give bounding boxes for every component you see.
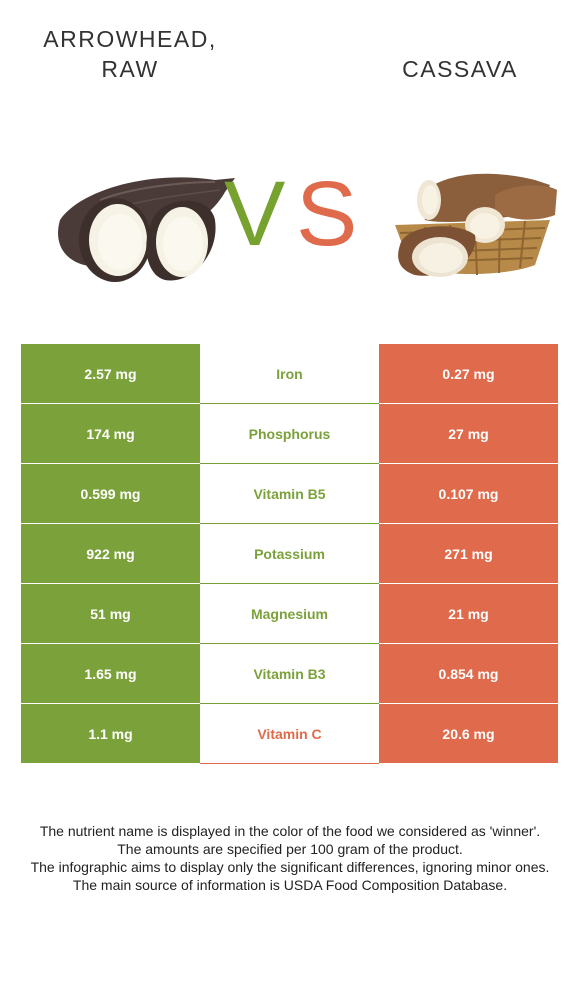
left-value-cell: 922 mg (21, 524, 200, 584)
nutrient-row: 1.1 mg Vitamin C 20.6 mg (21, 704, 558, 764)
nutrient-row: 0.599 mg Vitamin B5 0.107 mg (21, 464, 558, 524)
right-value-cell: 0.27 mg (379, 344, 558, 404)
footnote-amounts: The amounts are specified per 100 gram o… (117, 841, 463, 857)
footnote-source: The main source of information is USDA F… (72, 877, 508, 893)
nutrient-comparison-table: 2.57 mg Iron 0.27 mg 174 mg Phosphorus 27 mg 0… (21, 344, 558, 764)
nutrient-name-cell: Vitamin B3 (200, 644, 379, 704)
right-food-title: CASSAVA (402, 56, 518, 82)
right-value-cell: 0.854 mg (379, 644, 558, 704)
right-value-cell: 0.107 mg (379, 464, 558, 524)
left-value-cell: 1.65 mg (21, 644, 200, 704)
left-value-cell: 1.1 mg (21, 704, 200, 764)
nutrient-name-cell: Vitamin B5 (200, 464, 379, 524)
nutrient-row: 922 mg Potassium 271 mg (21, 524, 558, 584)
right-value-cell: 21 mg (379, 584, 558, 644)
left-value-cell: 2.57 mg (21, 344, 200, 404)
nutrient-name-cell: Magnesium (200, 584, 379, 644)
cassava-basket-image (395, 173, 557, 277)
right-value-cell: 27 mg (379, 404, 558, 464)
nutrient-row: 1.65 mg Vitamin B3 0.854 mg (21, 644, 558, 704)
nutrient-name-cell: Vitamin C (200, 704, 379, 764)
left-food-title: ARROWHEAD, RAW (43, 26, 217, 82)
footnote-winner-color: The nutrient name is displayed in the co… (39, 823, 541, 839)
nutrient-name-cell: Phosphorus (200, 404, 379, 464)
left-value-cell: 174 mg (21, 404, 200, 464)
vs-letter-s: S (296, 163, 358, 265)
nutrient-name-cell: Iron (200, 344, 379, 404)
nutrient-name-cell: Potassium (200, 524, 379, 584)
nutrient-row: 174 mg Phosphorus 27 mg (21, 404, 558, 464)
left-value-cell: 51 mg (21, 584, 200, 644)
vs-letter-v: V (224, 163, 286, 265)
nutrient-row: 2.57 mg Iron 0.27 mg (21, 344, 558, 404)
arrowhead-root-image (58, 177, 235, 282)
right-value-cell: 271 mg (379, 524, 558, 584)
right-value-cell: 20.6 mg (379, 704, 558, 764)
nutrient-row: 51 mg Magnesium 21 mg (21, 584, 558, 644)
footnote-differences: The infographic aims to display only the… (30, 859, 550, 875)
left-value-cell: 0.599 mg (21, 464, 200, 524)
footnotes: The nutrient name is displayed in the co… (20, 822, 560, 894)
